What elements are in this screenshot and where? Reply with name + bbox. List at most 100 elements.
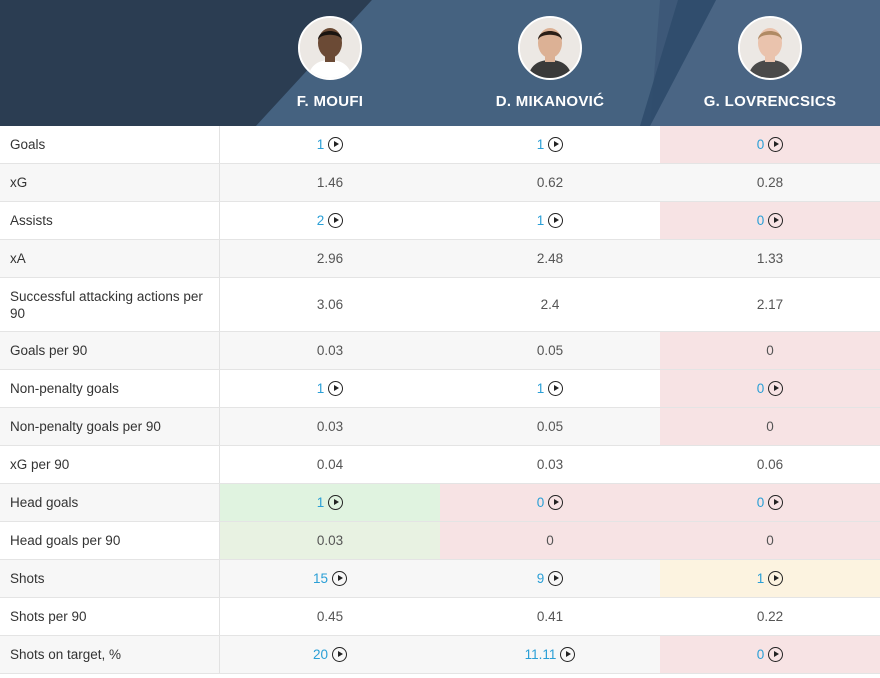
stat-value: 0.03: [316, 343, 344, 358]
stat-label: Shots on target, %: [0, 636, 220, 673]
table-row: xG per 90 0.04 0.03 0.06: [0, 446, 880, 484]
stat-value-cell[interactable]: 0: [660, 202, 880, 239]
stat-value-link[interactable]: 1: [316, 381, 325, 396]
stat-value-cell: 2.96: [220, 240, 440, 277]
player-avatar[interactable]: [518, 16, 582, 80]
stat-value: 0.41: [536, 609, 564, 624]
stat-value-cell[interactable]: 20: [220, 636, 440, 673]
stat-value-cell[interactable]: 1: [440, 126, 660, 163]
player-avatar[interactable]: [738, 16, 802, 80]
player-header-lovrencsics[interactable]: G. LOVRENCSICS: [660, 0, 880, 126]
stat-label: Head goals per 90: [0, 522, 220, 559]
stat-label: Successful attacking actions per 90: [0, 278, 220, 331]
stat-value-cell[interactable]: 1: [220, 370, 440, 407]
play-video-icon[interactable]: [332, 647, 348, 662]
table-row: Goals 1 1 0: [0, 126, 880, 164]
play-video-icon[interactable]: [548, 571, 564, 586]
stat-value-link[interactable]: 0: [756, 647, 765, 662]
stat-value-cell[interactable]: 0: [660, 484, 880, 521]
stat-label: Non-penalty goals per 90: [0, 408, 220, 445]
stat-value-cell[interactable]: 1: [220, 126, 440, 163]
stat-value: 2.96: [316, 251, 344, 266]
stat-value-link[interactable]: 0: [756, 381, 765, 396]
stat-label: xG: [0, 164, 220, 201]
stat-label: Goals: [0, 126, 220, 163]
play-video-icon[interactable]: [328, 495, 344, 510]
stat-value: 1.46: [316, 175, 344, 190]
play-video-icon[interactable]: [560, 647, 576, 662]
table-row: Shots 15 9 1: [0, 560, 880, 598]
stat-value: 0: [766, 533, 774, 548]
stat-value-link[interactable]: 11.11: [524, 647, 557, 662]
player-header-mikanovic[interactable]: D. MIKANOVIĆ: [440, 0, 660, 126]
table-row: xA 2.96 2.48 1.33: [0, 240, 880, 278]
stat-value-link[interactable]: 2: [316, 213, 325, 228]
play-video-icon[interactable]: [548, 381, 564, 396]
stat-value-cell[interactable]: 0: [440, 484, 660, 521]
play-video-icon[interactable]: [768, 381, 784, 396]
stat-value-cell[interactable]: 11.11: [440, 636, 660, 673]
stat-value-cell[interactable]: 0: [660, 370, 880, 407]
stat-value: 0.06: [756, 457, 784, 472]
stat-value-cell[interactable]: 0: [660, 636, 880, 673]
player-name[interactable]: D. MIKANOVIĆ: [495, 93, 605, 110]
stat-value-cell[interactable]: 1: [220, 484, 440, 521]
stat-value-cell[interactable]: 15: [220, 560, 440, 597]
stat-value-cell: 0: [440, 522, 660, 559]
stat-value-cell[interactable]: 2: [220, 202, 440, 239]
player-header-moufi[interactable]: F. MOUFI: [220, 0, 440, 126]
play-video-icon[interactable]: [332, 571, 348, 586]
stat-value-cell: 0.41: [440, 598, 660, 635]
table-row: Assists 2 1 0: [0, 202, 880, 240]
stat-value-link[interactable]: 1: [316, 495, 325, 510]
stat-value-cell: 0.05: [440, 332, 660, 369]
play-video-icon[interactable]: [768, 647, 784, 662]
play-video-icon[interactable]: [328, 213, 344, 228]
player-name[interactable]: F. MOUFI: [296, 93, 364, 110]
stat-value-cell[interactable]: 1: [440, 202, 660, 239]
stat-value-link[interactable]: 1: [536, 137, 545, 152]
stat-value-link[interactable]: 0: [756, 137, 765, 152]
stat-label: Shots: [0, 560, 220, 597]
stat-value-link[interactable]: 0: [536, 495, 545, 510]
stat-value: 2.4: [540, 297, 560, 312]
stat-value: 2.17: [756, 297, 784, 312]
play-video-icon[interactable]: [328, 381, 344, 396]
stat-value-cell: 0.45: [220, 598, 440, 635]
stat-value-cell: 0.62: [440, 164, 660, 201]
stat-value-link[interactable]: 0: [756, 213, 765, 228]
stat-value-link[interactable]: 9: [536, 571, 545, 586]
play-video-icon[interactable]: [328, 137, 344, 152]
stat-value-link[interactable]: 20: [312, 647, 329, 662]
player-avatar[interactable]: [298, 16, 362, 80]
play-video-icon[interactable]: [548, 495, 564, 510]
stats-table: Goals 1 1 0 xG 1.46 0.62 0.28 Assists 2 1 0 xA 2.96 2.…: [0, 126, 880, 674]
stat-value: 0.28: [756, 175, 784, 190]
stat-value-link[interactable]: 1: [536, 381, 545, 396]
play-video-icon[interactable]: [548, 213, 564, 228]
play-video-icon[interactable]: [768, 495, 784, 510]
play-video-icon[interactable]: [768, 137, 784, 152]
play-video-icon[interactable]: [548, 137, 564, 152]
stat-label: Non-penalty goals: [0, 370, 220, 407]
stat-value-cell: 1.46: [220, 164, 440, 201]
stat-value-cell: 0.03: [440, 446, 660, 483]
stat-value-link[interactable]: 15: [312, 571, 329, 586]
stat-value-cell[interactable]: 1: [660, 560, 880, 597]
stat-label: xG per 90: [0, 446, 220, 483]
play-video-icon[interactable]: [768, 213, 784, 228]
stat-value-cell: 0: [660, 522, 880, 559]
stat-value-link[interactable]: 1: [756, 571, 765, 586]
stat-value-link[interactable]: 0: [756, 495, 765, 510]
stat-value-link[interactable]: 1: [536, 213, 545, 228]
stat-value-link[interactable]: 1: [316, 137, 325, 152]
stat-value: 0.05: [536, 343, 564, 358]
stat-label: Goals per 90: [0, 332, 220, 369]
stat-value-cell[interactable]: 0: [660, 126, 880, 163]
play-video-icon[interactable]: [768, 571, 784, 586]
stat-value-cell[interactable]: 1: [440, 370, 660, 407]
stat-value-cell[interactable]: 9: [440, 560, 660, 597]
stat-value: 2.48: [536, 251, 564, 266]
stat-value-cell: 0.28: [660, 164, 880, 201]
player-name[interactable]: G. LOVRENCSICS: [703, 93, 837, 110]
